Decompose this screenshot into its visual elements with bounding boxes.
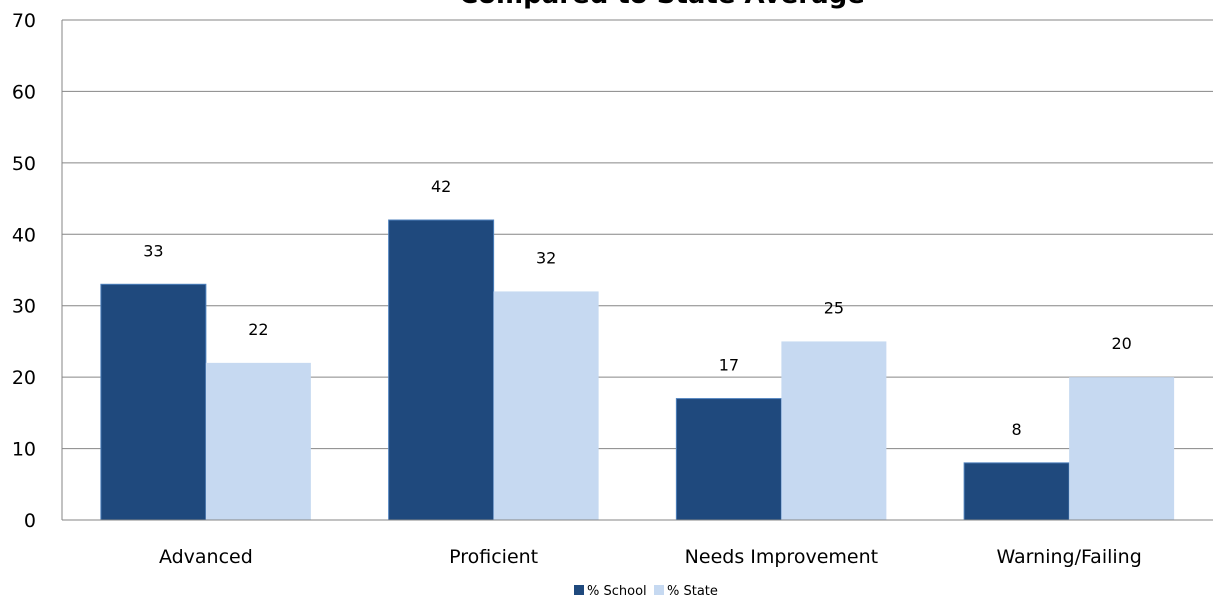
y-tick-label: 60: [12, 81, 36, 103]
y-tick-label: 0: [24, 510, 36, 532]
data-label: 20: [1111, 334, 1131, 353]
bar: [100, 283, 207, 521]
y-tick-label: 20: [12, 367, 36, 389]
y-tick-label: 50: [12, 153, 36, 175]
y-tick-label: 70: [12, 10, 36, 32]
legend: % School % State: [574, 584, 718, 599]
legend-swatch: [654, 585, 664, 595]
data-label: 17: [719, 356, 739, 375]
bar: [675, 398, 782, 521]
bars: [100, 219, 1175, 521]
data-label: 42: [431, 177, 451, 196]
data-label: 33: [143, 241, 163, 260]
bar: [963, 462, 1070, 521]
bar: [205, 362, 311, 520]
bar: [493, 291, 599, 520]
legend-label: % School: [587, 584, 647, 599]
x-tick-label: Needs Improvement: [685, 546, 878, 568]
data-label: 8: [1012, 420, 1022, 439]
legend-swatch: [574, 585, 584, 595]
data-label: 25: [824, 298, 844, 317]
bar: [781, 341, 887, 520]
x-tick-label: Proficient: [449, 546, 538, 568]
chart-title: Compared to State Average: [459, 0, 865, 10]
x-axis: Advanced Proficient Needs Improvement Warni…: [62, 519, 1213, 568]
data-labels: 33 22 42 32 17 25 8 20: [143, 177, 1132, 439]
x-tick-label: Warning/Failing: [996, 546, 1141, 568]
data-label: 22: [248, 320, 268, 339]
legend-label: % State: [667, 584, 718, 599]
bar: [1069, 377, 1175, 520]
x-tick-label: Advanced: [159, 546, 253, 568]
data-label: 32: [536, 248, 556, 267]
y-axis: 0 10 20 30 40 50 60 70: [12, 10, 63, 532]
y-tick-label: 40: [12, 224, 36, 246]
y-tick-label: 30: [12, 296, 36, 318]
y-tick-label: 10: [12, 439, 36, 461]
bar: [388, 219, 495, 521]
